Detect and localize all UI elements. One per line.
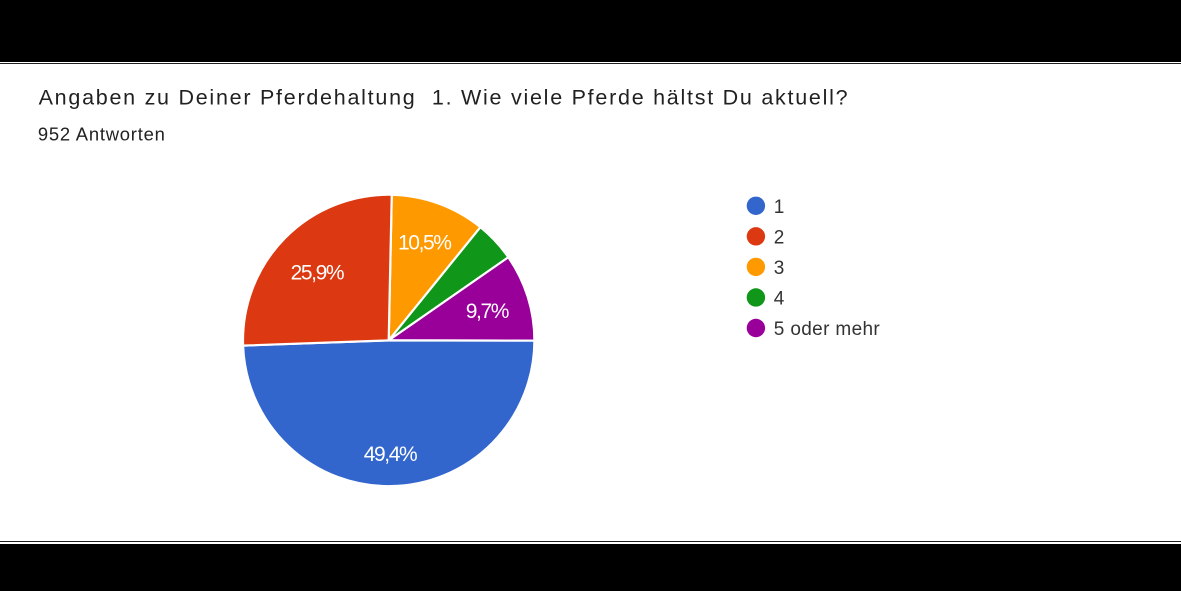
svg-text:4: 4 [774, 289, 785, 310]
svg-text:3: 3 [774, 258, 785, 279]
svg-text:952 Antworten: 952 Antworten [38, 123, 166, 144]
svg-text:49,4%: 49,4% [364, 443, 417, 466]
svg-text:5 oder mehr: 5 oder mehr [774, 319, 881, 340]
svg-text:10,5%: 10,5% [398, 232, 451, 255]
svg-text:9,7%: 9,7% [466, 300, 509, 323]
svg-text:25,9%: 25,9% [291, 261, 344, 284]
svg-text:1: 1 [774, 197, 785, 218]
svg-text:2: 2 [774, 228, 785, 249]
svg-text:Angaben zu Deiner Pferdehaltun: Angaben zu Deiner Pferdehaltung 1. Wie v… [39, 86, 850, 110]
